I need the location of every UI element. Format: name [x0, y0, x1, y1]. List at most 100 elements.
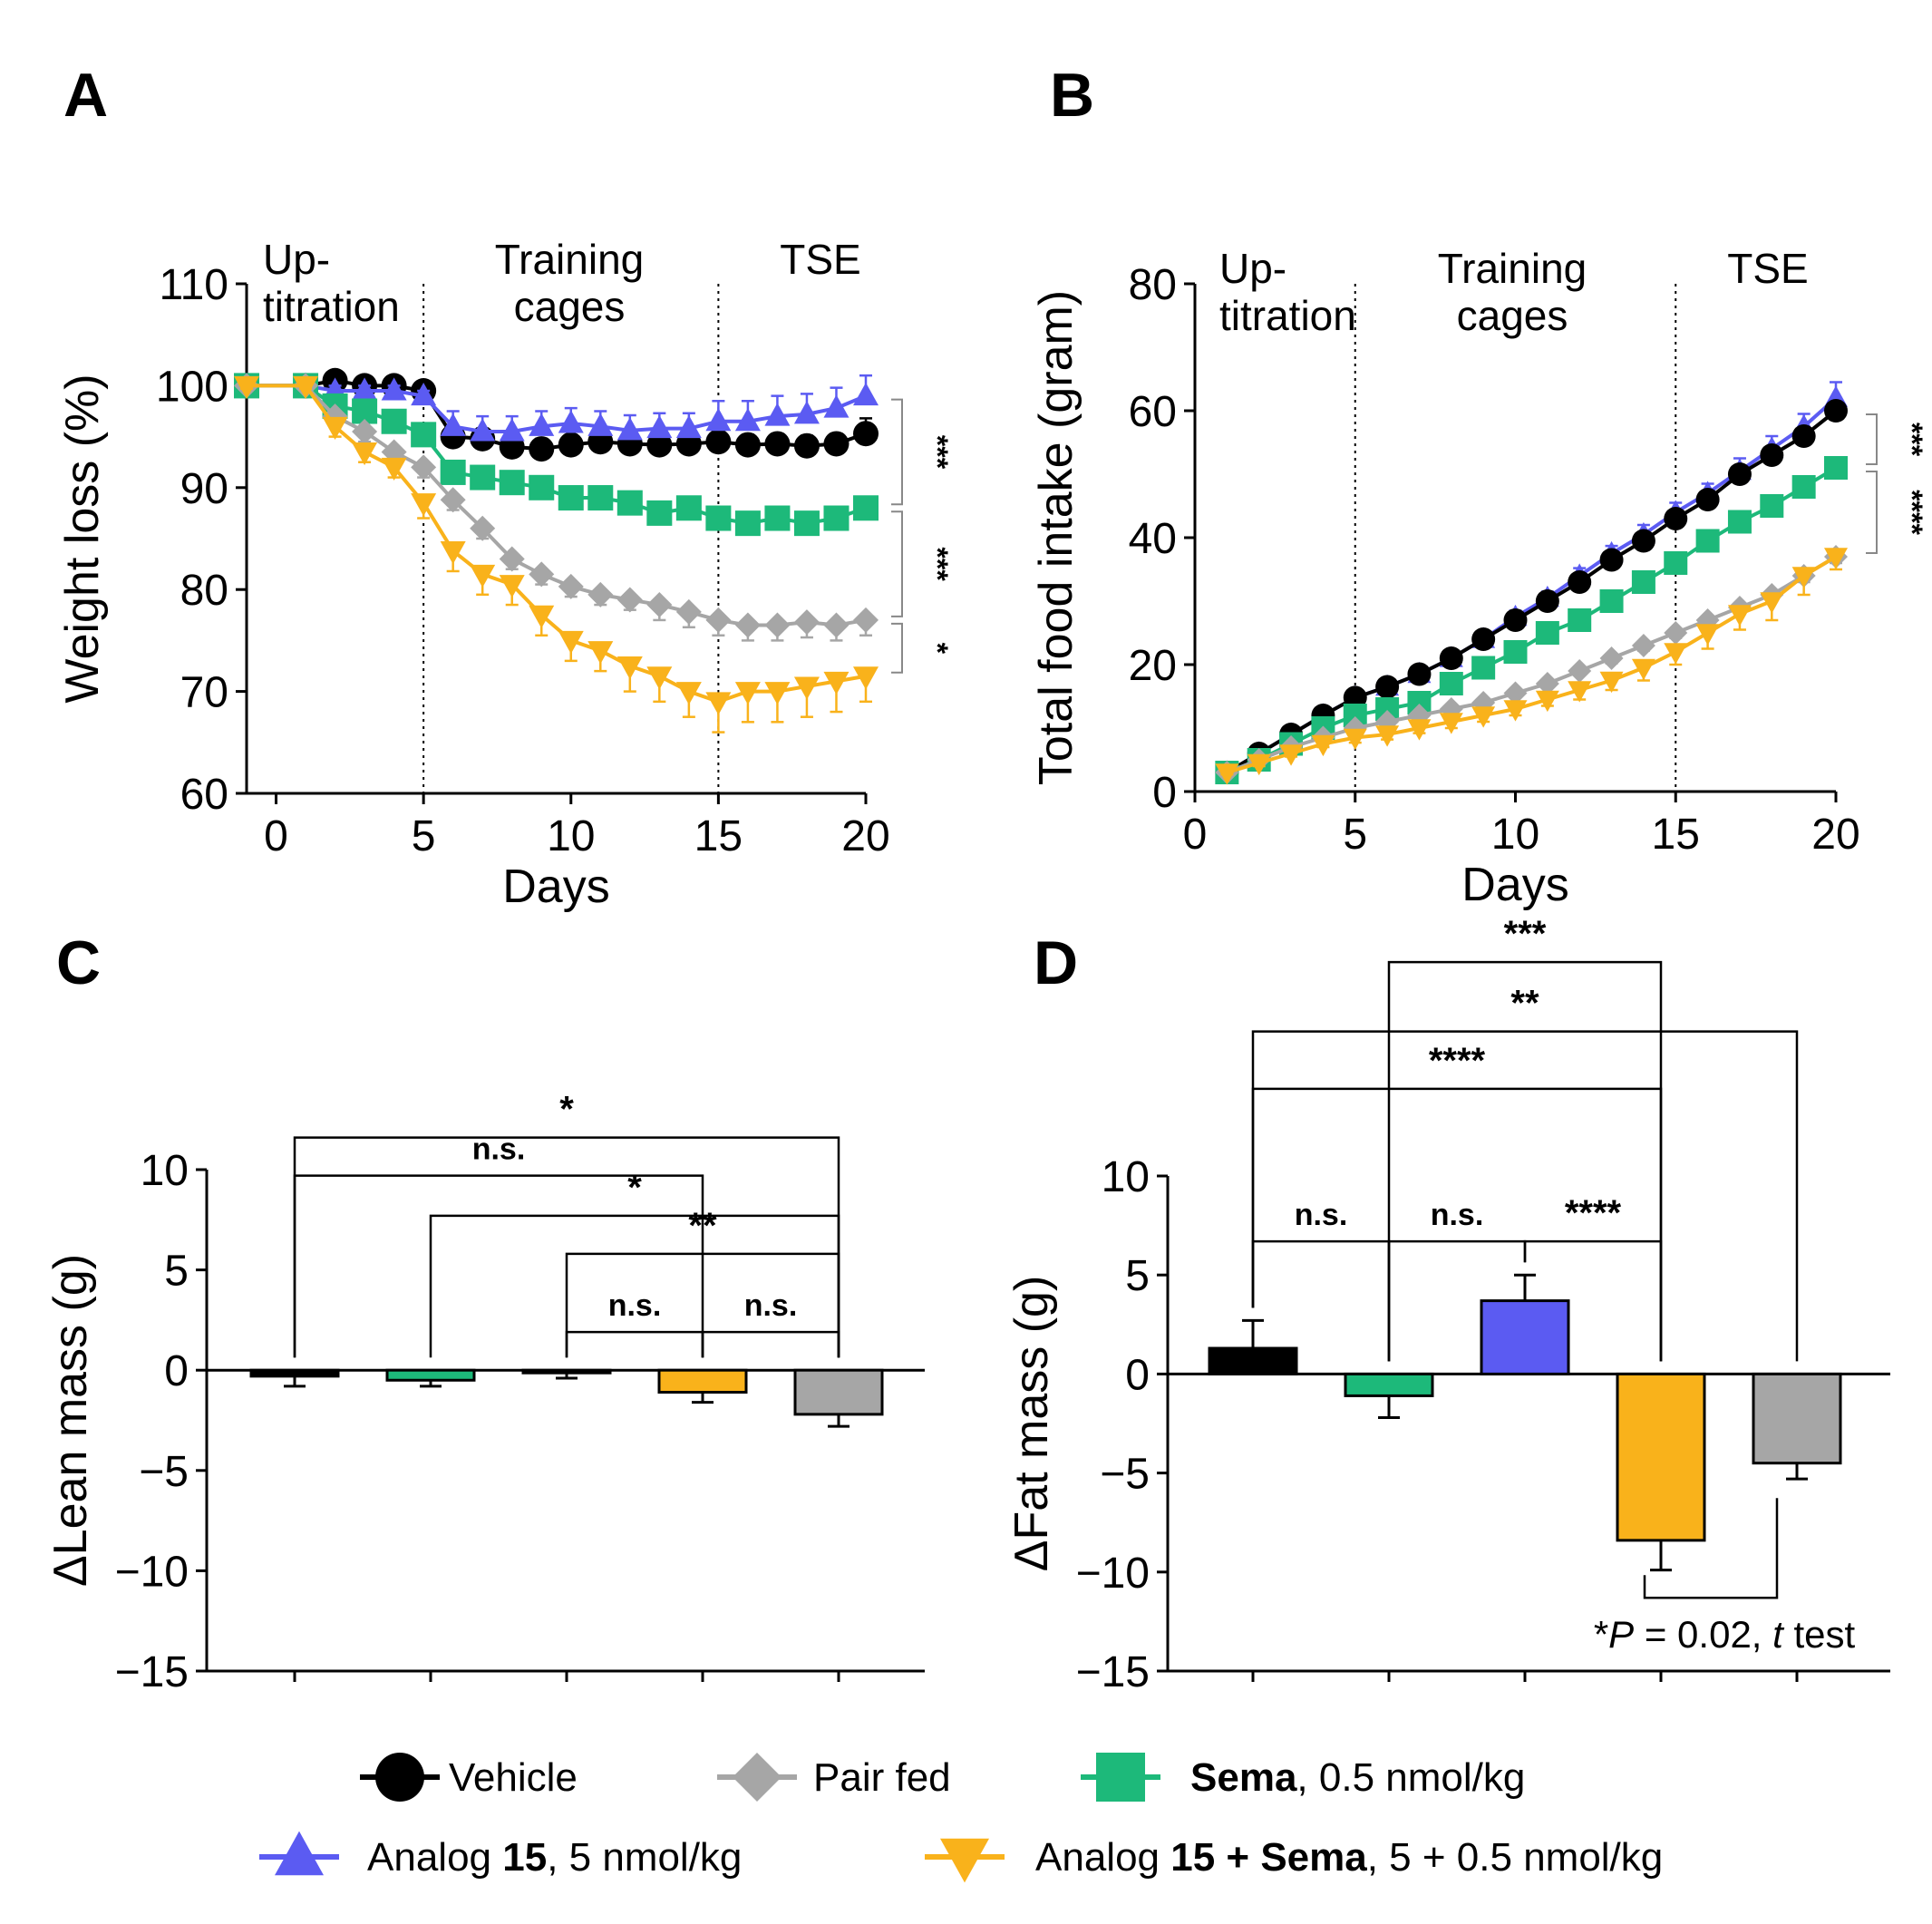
data-point — [1343, 728, 1367, 751]
data-point — [823, 671, 849, 695]
bar — [1344, 1372, 1434, 1397]
significance-bracket: **** — [1866, 471, 1928, 554]
data-point — [1631, 570, 1655, 594]
x-tick-label: 20 — [841, 812, 889, 860]
y-tick-label: 5 — [1125, 1252, 1150, 1300]
bracket-line — [701, 1330, 840, 1358]
data-point — [616, 656, 643, 680]
data-point — [499, 575, 525, 598]
significance-label: * — [921, 643, 954, 655]
bar — [249, 1368, 340, 1378]
data-point — [381, 377, 407, 401]
phase-label: Training — [495, 236, 644, 283]
data-point — [793, 432, 820, 459]
phase-label: cages — [514, 283, 626, 330]
data-point — [381, 408, 407, 434]
data-point — [823, 394, 849, 418]
bracket-line — [1523, 1239, 1663, 1362]
legend-marker — [375, 1753, 424, 1802]
data-point — [352, 418, 378, 444]
data-point — [470, 515, 496, 541]
data-point — [764, 403, 791, 426]
data-point — [646, 666, 673, 690]
y-tick-label: 80 — [1129, 261, 1177, 309]
data-point — [1568, 608, 1592, 632]
x-tick-label: 5 — [412, 812, 436, 860]
panel-letter-a: A — [63, 61, 108, 130]
significance-bracket: * — [891, 622, 954, 674]
data-point — [853, 495, 879, 521]
data-point — [734, 612, 761, 638]
data-point — [440, 487, 466, 513]
data-point — [823, 612, 849, 638]
data-point — [1535, 621, 1559, 645]
legend-label: Sema, 0.5 nmol/kg — [1190, 1755, 1525, 1800]
legend-item-combo: Analog 15 + Sema, 5 + 0.5 nmol/kg — [925, 1835, 1663, 1883]
significance-label: **** — [1896, 490, 1928, 535]
y-axis-label: Total food intake (gram) — [1030, 290, 1083, 785]
legend-label: Vehicle — [449, 1755, 578, 1800]
bracket-line — [565, 1330, 704, 1358]
data-point — [558, 630, 584, 655]
data-point — [1375, 675, 1400, 699]
bar-sema — [1344, 1372, 1434, 1419]
y-tick-label: 100 — [156, 363, 228, 411]
bar — [1616, 1372, 1706, 1542]
data-point — [1503, 681, 1528, 705]
data-point — [440, 540, 466, 565]
bracket-line — [1643, 1498, 1779, 1599]
y-tick-label: 70 — [180, 669, 228, 717]
data-point — [1279, 744, 1304, 766]
significance-label: * — [627, 1168, 642, 1208]
significance-bracket: **** — [1251, 1041, 1663, 1362]
data-point — [1664, 507, 1688, 530]
bar-analog15 — [521, 1368, 612, 1380]
data-point — [1503, 608, 1528, 632]
data-point — [470, 564, 496, 588]
bar — [657, 1368, 748, 1394]
y-tick-label: 20 — [1129, 642, 1177, 690]
significance-label: ** — [688, 1206, 717, 1246]
data-point — [793, 676, 820, 700]
panel-b-food-intake: 0 20 40 60 80 0 5 10 15 20 Days Total food intake (… — [1030, 245, 1928, 911]
y-axis-label: Weight loss (%) — [56, 374, 109, 703]
legend-label-part: , 5 nmol/kg — [547, 1835, 742, 1880]
legend-label: Analog 15 + Sema, 5 + 0.5 nmol/kg — [1035, 1835, 1663, 1880]
data-point — [1471, 627, 1496, 651]
legend: Vehicle Pair fed Sema, 0.5 nmol/kg Analog 1… — [259, 1753, 1663, 1883]
data-point — [1471, 706, 1496, 728]
data-point — [440, 459, 466, 485]
data-point — [823, 431, 849, 457]
y-tick-label: 90 — [180, 465, 228, 513]
y-tick-label: 60 — [180, 771, 228, 819]
data-point — [1503, 640, 1528, 664]
data-point — [1695, 488, 1720, 511]
data-point — [646, 592, 673, 618]
bracket-line — [1251, 1087, 1663, 1362]
data-point — [646, 432, 673, 458]
panel-letter-d: D — [1034, 928, 1078, 997]
data-point — [1664, 643, 1688, 665]
bar — [1752, 1372, 1842, 1465]
significance-label: n.s. — [744, 1288, 798, 1323]
x-tick-label: 15 — [1652, 811, 1700, 859]
data-point — [646, 500, 673, 526]
significance-bracket: n.s. — [1251, 1198, 1391, 1362]
bar-vehicle — [1208, 1318, 1298, 1375]
bracket-line — [1866, 471, 1878, 554]
significance-label: n.s. — [1431, 1198, 1484, 1232]
data-point — [1503, 700, 1528, 722]
data-point — [1824, 399, 1848, 423]
series-combo — [1215, 548, 1848, 785]
phase-label: Up- — [263, 236, 330, 283]
data-point — [529, 413, 555, 436]
data-point — [705, 692, 732, 715]
data-point — [1727, 605, 1752, 627]
data-point — [499, 418, 525, 442]
data-point — [1760, 443, 1784, 467]
x-tick-label: 10 — [547, 812, 595, 860]
data-point — [1343, 685, 1367, 710]
data-point — [529, 436, 555, 462]
